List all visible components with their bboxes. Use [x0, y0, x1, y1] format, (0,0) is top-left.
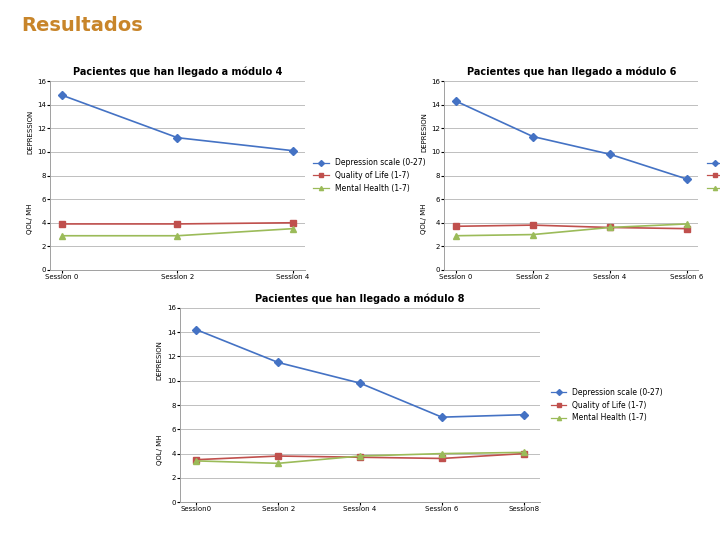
Title: Pacientes que han llegado a módulo 6: Pacientes que han llegado a módulo 6 — [467, 67, 676, 77]
Text: QOL/ MH: QOL/ MH — [27, 204, 33, 234]
Text: Resultados: Resultados — [22, 16, 143, 35]
Text: DEPRESION: DEPRESION — [421, 112, 427, 152]
Text: DEPRESION: DEPRESION — [157, 340, 163, 380]
Legend: Depression scale (0-27), Quality of Life (1-7), Mental Health (1-7): Depression scale (0-27), Quality of Life… — [313, 158, 426, 193]
Legend: Depression scale (0-27), Quality of Life (1-7), Mental Health (1-7): Depression scale (0-27), Quality of Life… — [551, 388, 663, 422]
Text: QOL/ MH: QOL/ MH — [421, 204, 427, 234]
Title: Pacientes que han llegado a módulo 4: Pacientes que han llegado a módulo 4 — [73, 67, 282, 77]
Title: Pacientes que han llegado a módulo 8: Pacientes que han llegado a módulo 8 — [256, 294, 464, 304]
Text: DEPRESSION: DEPRESSION — [27, 110, 33, 154]
Text: QOL/ MH: QOL/ MH — [157, 435, 163, 465]
Legend: Depression scale (0-27), Quality of Life (1-7), Mental Health (1-7): Depression scale (0-27), Quality of Life… — [707, 158, 720, 193]
